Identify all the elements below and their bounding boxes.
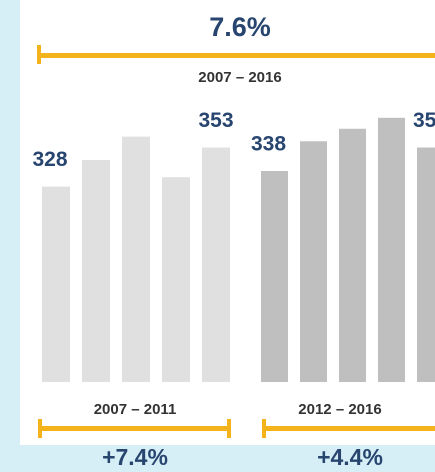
bar (417, 147, 435, 382)
bar (300, 141, 327, 382)
value-label: 353 (413, 109, 435, 132)
bar (261, 170, 288, 382)
value-label: 338 (251, 133, 286, 156)
bar (202, 147, 230, 382)
bar (378, 117, 405, 382)
range-bar (38, 53, 435, 58)
bar (122, 136, 150, 382)
change-label: +7.4% (102, 444, 168, 470)
range-cap (227, 419, 231, 438)
change-label: +4.4% (317, 444, 383, 470)
chart-subtitle: 2007 – 2016 (198, 69, 281, 86)
range-cap (37, 45, 41, 64)
chart-title: 7.6% (209, 12, 271, 42)
range-bar (262, 426, 435, 431)
period-label: 2012 – 2016 (298, 401, 381, 418)
range-cap (38, 419, 42, 438)
bar (339, 128, 366, 382)
bar (82, 160, 110, 382)
range-bar (38, 426, 230, 431)
value-label: 353 (198, 109, 233, 132)
range-cap (262, 419, 266, 438)
bar (42, 186, 70, 382)
value-label: 328 (32, 148, 67, 171)
bar (162, 177, 190, 382)
period-label: 2007 – 2011 (94, 401, 177, 418)
